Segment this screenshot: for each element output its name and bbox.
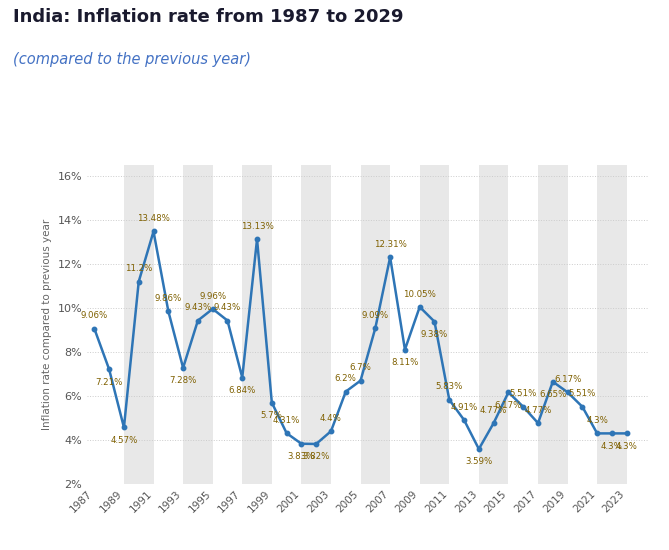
Text: 11.2%: 11.2%: [125, 264, 153, 273]
Bar: [479, 165, 508, 484]
Text: 10.05%: 10.05%: [403, 289, 436, 299]
Bar: [124, 165, 153, 484]
Bar: [242, 165, 272, 484]
Text: 4.91%: 4.91%: [450, 403, 478, 411]
Bar: [597, 165, 627, 484]
Bar: [302, 165, 331, 484]
Text: 4.3%: 4.3%: [615, 442, 638, 451]
Text: India: Inflation rate from 1987 to 2029: India: Inflation rate from 1987 to 2029: [13, 8, 404, 26]
Text: 13.48%: 13.48%: [137, 214, 170, 223]
Text: 9.38%: 9.38%: [421, 330, 448, 339]
Bar: [419, 165, 450, 484]
Text: 5.51%: 5.51%: [510, 389, 537, 398]
Bar: [538, 165, 567, 484]
Text: 6.84%: 6.84%: [229, 386, 256, 395]
Text: 4.31%: 4.31%: [273, 416, 300, 425]
Text: 5.51%: 5.51%: [569, 389, 596, 398]
Text: 12.31%: 12.31%: [374, 240, 407, 249]
Text: 3.59%: 3.59%: [465, 458, 492, 466]
Text: 6.7%: 6.7%: [350, 363, 371, 372]
Text: 6.2%: 6.2%: [334, 374, 357, 383]
Bar: [361, 165, 390, 484]
Text: 9.43%: 9.43%: [214, 303, 241, 312]
Text: 9.96%: 9.96%: [199, 292, 226, 300]
Text: 9.86%: 9.86%: [155, 294, 182, 302]
Text: 6.17%: 6.17%: [495, 400, 522, 410]
Text: 13.13%: 13.13%: [241, 222, 274, 231]
Text: 6.65%: 6.65%: [539, 390, 567, 399]
Text: 3.83%: 3.83%: [288, 452, 315, 461]
Text: 4.57%: 4.57%: [110, 436, 138, 445]
Text: 7.21%: 7.21%: [96, 378, 123, 387]
Bar: [183, 165, 213, 484]
Text: (compared to the previous year): (compared to the previous year): [13, 52, 252, 67]
Text: 4.4%: 4.4%: [320, 414, 342, 423]
Text: 9.06%: 9.06%: [81, 311, 108, 320]
Text: 4.77%: 4.77%: [524, 406, 552, 415]
Text: 7.28%: 7.28%: [169, 376, 197, 385]
Text: 5.7%: 5.7%: [261, 411, 283, 420]
Text: 4.3%: 4.3%: [601, 442, 623, 451]
Text: 6.17%: 6.17%: [554, 375, 581, 384]
Text: 9.09%: 9.09%: [362, 311, 389, 320]
Y-axis label: Inflation rate compared to previous year: Inflation rate compared to previous year: [41, 219, 52, 430]
Text: 8.11%: 8.11%: [391, 358, 419, 367]
Text: 9.43%: 9.43%: [184, 303, 211, 312]
Text: 3.82%: 3.82%: [302, 452, 330, 461]
Text: 5.83%: 5.83%: [436, 382, 463, 392]
Text: 4.3%: 4.3%: [586, 416, 608, 425]
Text: 4.77%: 4.77%: [480, 406, 507, 415]
